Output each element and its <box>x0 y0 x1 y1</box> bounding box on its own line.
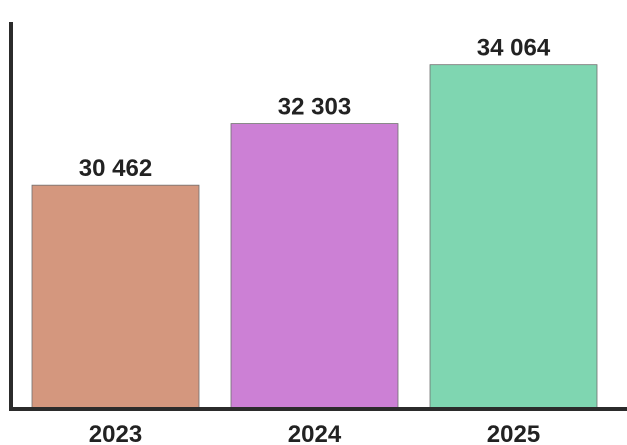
bars-group <box>31 64 598 409</box>
x-tick-label-2023: 2023 <box>89 421 142 445</box>
x-tick-label-2024: 2024 <box>288 421 342 445</box>
x-tick-labels-group: 2023 2024 2025 <box>89 421 540 445</box>
value-label-2024: 32 303 <box>278 94 351 121</box>
bar-2024 <box>230 123 399 409</box>
value-labels-group: 30 462 32 303 34 064 <box>79 35 551 182</box>
value-label-2025: 34 064 <box>477 35 551 62</box>
bar-2023 <box>31 184 200 409</box>
value-label-2023: 30 462 <box>79 155 152 182</box>
x-tick-label-2025: 2025 <box>487 421 540 445</box>
bar-2025 <box>429 64 598 409</box>
